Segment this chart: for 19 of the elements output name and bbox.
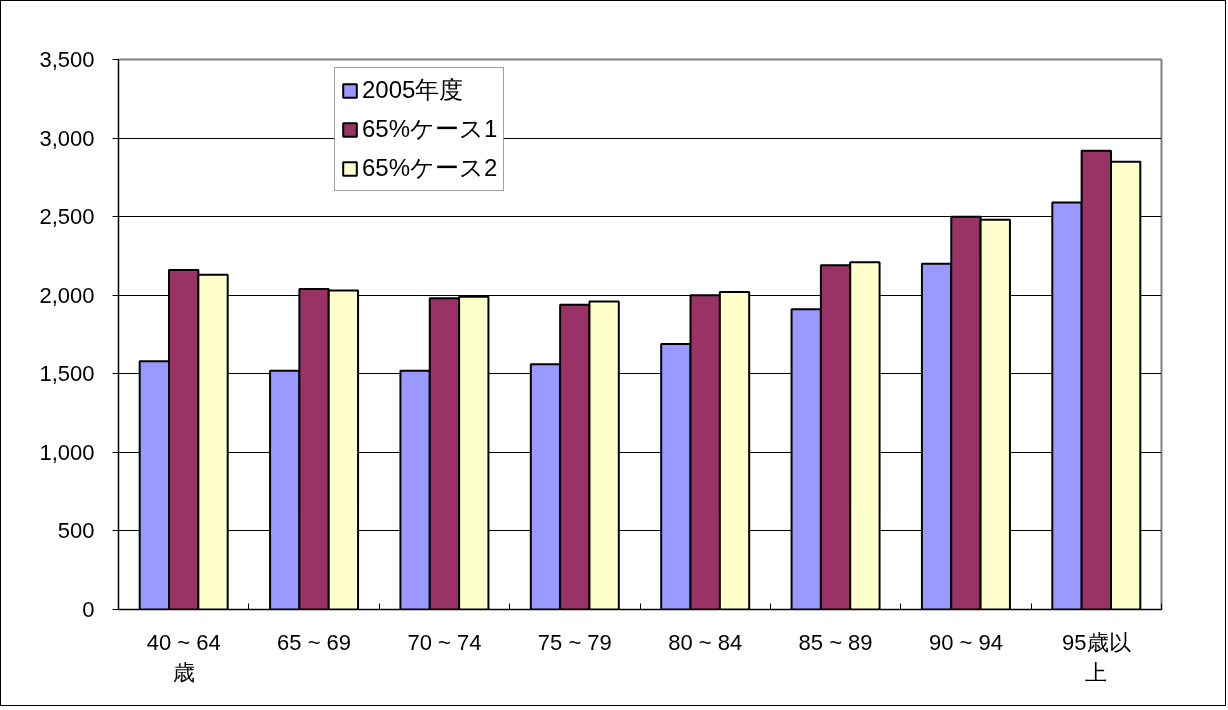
x-tick-label: 40 ~ 64歳 [146,629,221,685]
legend-label: 65%ケース1 [362,114,498,144]
y-tick-label: 2,500 [39,204,95,230]
x-tick-label: 80 ~ 84 [668,629,743,655]
x-tick-label: 90 ~ 94 [928,629,1003,655]
x-tick-label: 70 ~ 74 [407,629,482,655]
legend-label: 2005年度 [362,75,464,105]
x-tick-label: 75 ~ 79 [537,629,612,655]
y-tick-label: 3,000 [39,125,95,151]
x-tick-label: 65 ~ 69 [277,629,352,655]
y-tick-label: 3,500 [39,47,95,72]
x-tick-label: 95歳以上 [1062,629,1131,685]
y-tick-label: 1,000 [39,439,95,465]
y-tick-label: 0 [82,597,95,622]
y-tick-label: 2,000 [39,282,95,308]
x-tick-label: 85 ~ 89 [798,629,873,655]
y-tick-label: 1,500 [39,361,95,387]
legend-label: 65%ケース2 [362,153,498,183]
y-tick-label: 500 [57,518,95,544]
